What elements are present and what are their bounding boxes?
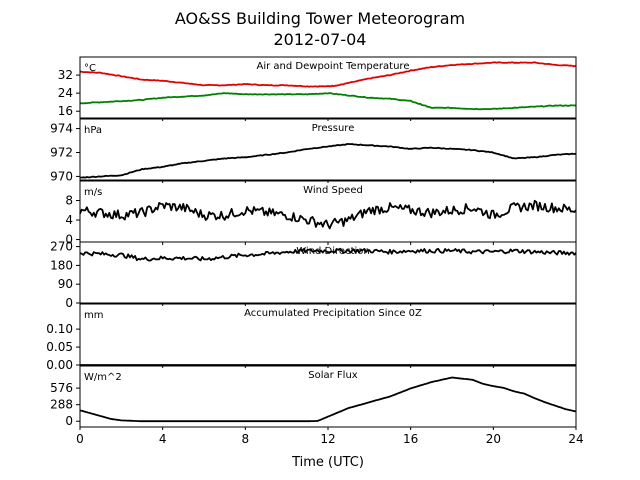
series-line-1 [80, 61, 577, 88]
x-tick-label: 8 [242, 432, 250, 446]
series-line-1 [79, 199, 577, 230]
y-tick-label: 90 [58, 277, 73, 291]
x-tick-label: 16 [403, 432, 418, 446]
series-line-1 [79, 247, 577, 262]
panel-5: 0.10 0.05 0.00 mm Accumulated Precipitation … [46, 303, 577, 372]
y-tick-label: 576 [50, 381, 73, 395]
y-tick-label: 270 [50, 240, 73, 254]
panel-title: Solar Flux [308, 370, 358, 381]
panel-title: Air and Dewpoint Temperature [257, 61, 410, 72]
y-tick-label: 8 [65, 194, 73, 208]
unit-label: m/s [84, 187, 102, 198]
unit-label: W/m^2 [84, 372, 122, 383]
panel-2: 974 972 970 hPa Pressure [50, 118, 577, 183]
panel-6: 576 288 0 W/m^2 Solar Flux [50, 365, 577, 430]
y-tick-label: 0 [65, 296, 73, 310]
panel-title: Pressure [312, 123, 355, 134]
series-line-1 [79, 376, 577, 423]
panel-1: 32 24 16 °C Air and Dewpoint Temperature [58, 56, 577, 121]
unit-label: °C [84, 63, 96, 74]
x-tick-label: 0 [76, 432, 84, 446]
y-tick-label: 0.00 [46, 358, 73, 372]
x-tick-label: 4 [159, 432, 167, 446]
panel-3: 8 4 0 m/s Wind Speed [65, 180, 577, 247]
x-axis: 0 4 8 12 16 20 24 [76, 432, 583, 446]
y-tick-label: 974 [50, 122, 73, 136]
y-tick-label: 180 [50, 258, 73, 272]
y-tick-label: 972 [50, 145, 73, 159]
y-tick-label: 32 [58, 68, 73, 82]
x-tick-label: 20 [486, 432, 501, 446]
unit-label: hPa [84, 125, 102, 136]
series-line-1 [79, 143, 577, 179]
panel-title: Wind Speed [303, 185, 363, 196]
figure-title-line2: 2012-07-04 [274, 30, 367, 49]
y-tick-label: 0.05 [46, 340, 73, 354]
series-line-2 [79, 92, 577, 111]
y-tick-label: 0 [65, 233, 73, 247]
x-axis-label: Time (UTC) [291, 455, 364, 470]
panel-title: Wind Direction [296, 246, 370, 257]
panel-title: Accumulated Precipitation Since 0Z [244, 308, 422, 319]
unit-label: mm [84, 310, 103, 321]
y-tick-label: 288 [50, 398, 73, 412]
panel-4: 270 180 90 0 Wind Direction [50, 240, 577, 310]
y-tick-label: 16 [58, 104, 73, 118]
y-tick-label: 0 [65, 414, 73, 428]
y-tick-label: 4 [65, 213, 73, 227]
x-tick-label: 12 [320, 432, 335, 446]
figure-title-line1: AO&SS Building Tower Meteorogram [175, 9, 465, 28]
y-tick-label: 0.10 [46, 322, 73, 336]
y-tick-label: 24 [58, 86, 73, 100]
x-tick-label: 24 [568, 432, 583, 446]
y-tick-label: 970 [50, 169, 73, 183]
